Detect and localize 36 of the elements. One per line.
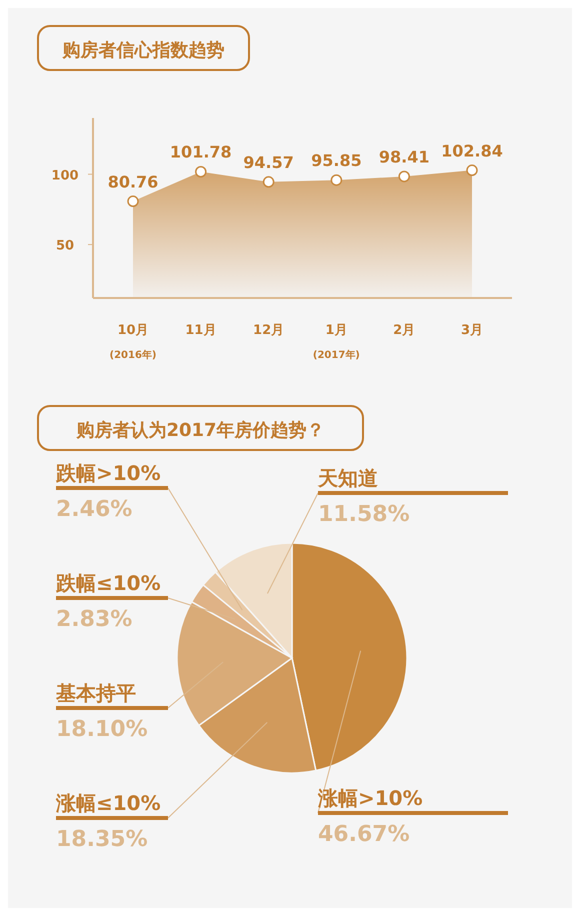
text: (2017年) (312, 349, 360, 361)
data-label: 94.57 (243, 152, 294, 172)
data-label: 2.83% (56, 607, 132, 632)
chart-title: 购房者信心指数趋势 (62, 40, 224, 61)
x-tick-label: 3月 (460, 323, 484, 338)
data-label: 11.58% (318, 502, 410, 527)
x-tick-label: 2月 (393, 323, 416, 338)
data-label: 95.85 (311, 151, 362, 170)
y-tick-label: 50 (56, 238, 74, 254)
data-label: 80.76 (108, 172, 158, 192)
slice-label: 跌幅≤10% (55, 571, 161, 595)
point (330, 174, 342, 186)
x-tick-label: 10月 (117, 323, 149, 338)
slice-label: 基本持平 (55, 681, 136, 705)
text: (2016年) (110, 349, 156, 361)
data-label: 98.41 (378, 147, 430, 166)
x-tick-label: 12月 (253, 323, 284, 338)
data-label: 101.78 (170, 142, 232, 162)
slice-label: 跌幅>10% (55, 461, 161, 485)
data-label: 102.84 (441, 141, 503, 160)
data-label: 18.35% (56, 827, 148, 852)
chart-title: 购房者认为2017年房价趋势？ (75, 420, 325, 441)
point (127, 196, 139, 208)
data-label: 18.10% (56, 717, 148, 742)
point (262, 176, 274, 188)
slice-label: 涨幅≤10% (55, 791, 161, 815)
point (398, 170, 410, 182)
data-label: 2.46% (56, 497, 132, 522)
point (466, 164, 478, 176)
x-tick-label: 11月 (185, 323, 216, 338)
y-tick-label: 100 (51, 168, 79, 184)
point (195, 166, 207, 178)
data-label: 46.67% (318, 822, 410, 847)
slice-label: 涨幅>10% (317, 786, 423, 810)
slice-label: 天知道 (317, 466, 378, 490)
x-tick-label: 1月 (325, 323, 348, 338)
